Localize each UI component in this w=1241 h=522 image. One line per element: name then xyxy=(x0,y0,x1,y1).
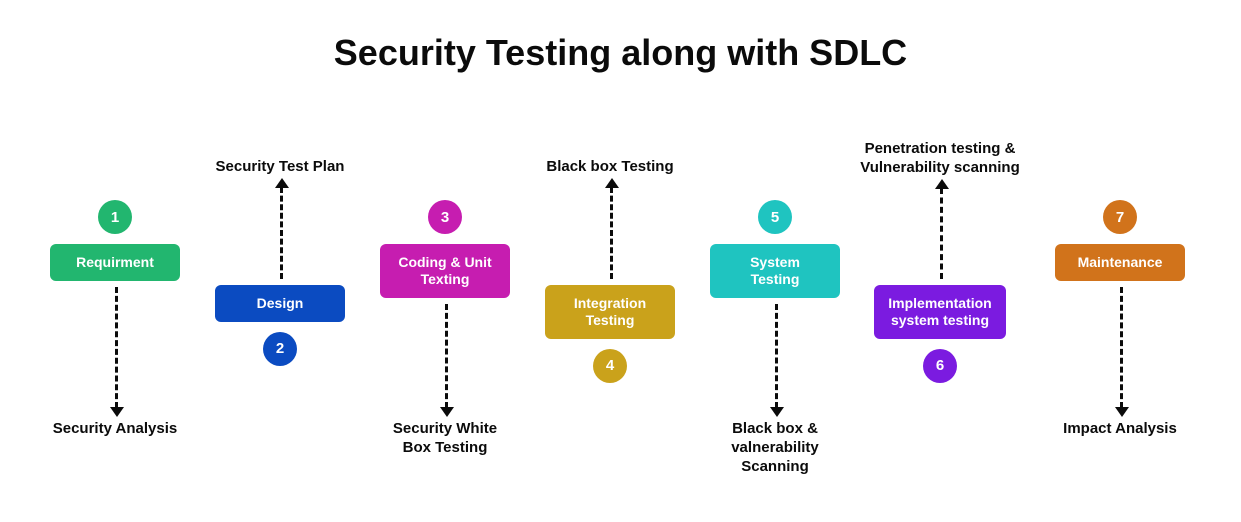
stage-box: Maintenance xyxy=(1055,244,1185,281)
stage-number: 3 xyxy=(441,209,449,226)
stage-label: System Testing xyxy=(750,254,800,288)
stage-1: 1 Requirment xyxy=(35,200,195,281)
stage-number-badge: 1 xyxy=(98,200,132,234)
stage-label: Maintenance xyxy=(1078,254,1163,271)
stage-number: 5 xyxy=(771,209,779,226)
stage-number-badge: 3 xyxy=(428,200,462,234)
stage-caption: Penetration testing & Vulnerability scan… xyxy=(840,140,1040,178)
stage-caption: Black box Testing xyxy=(510,158,710,177)
stage-number: 6 xyxy=(936,357,944,374)
arrow xyxy=(940,188,943,280)
stage-6: Implementation system testing 6 xyxy=(860,285,1020,383)
arrow xyxy=(1120,287,1123,408)
stage-caption: Security Test Plan xyxy=(180,158,380,177)
arrow xyxy=(115,287,118,408)
stage-caption: Black box & valnerability Scanning xyxy=(675,420,875,476)
stage-3: 3 Coding & Unit Texting xyxy=(365,200,525,298)
stage-5: 5 System Testing xyxy=(695,200,855,298)
stage-box: Coding & Unit Texting xyxy=(380,244,510,298)
stage-box: Integration Testing xyxy=(545,285,675,339)
stage-2: Design 2 xyxy=(200,285,360,366)
stage-label: Design xyxy=(257,295,304,312)
stage-number-badge: 6 xyxy=(923,349,957,383)
stage-label: Implementation system testing xyxy=(888,295,991,329)
stage-number: 4 xyxy=(606,357,614,374)
stage-caption: Security Analysis xyxy=(15,420,215,439)
stage-box: Requirment xyxy=(50,244,180,281)
caption-text: Security Test Plan xyxy=(216,158,345,175)
stage-4: Integration Testing 4 xyxy=(530,285,690,383)
caption-text: Security White Box Testing xyxy=(393,420,497,456)
caption-text: Black box & valnerability Scanning xyxy=(731,420,819,475)
stage-number-badge: 5 xyxy=(758,200,792,234)
stage-box: System Testing xyxy=(710,244,840,298)
stage-label: Requirment xyxy=(76,254,154,271)
arrow xyxy=(280,187,283,279)
stage-box: Design xyxy=(215,285,345,322)
arrow xyxy=(775,304,778,408)
stage-number-badge: 2 xyxy=(263,332,297,366)
arrow xyxy=(610,187,613,279)
caption-text: Impact Analysis xyxy=(1063,420,1177,437)
stage-box: Implementation system testing xyxy=(874,285,1005,339)
stage-7: 7 Maintenance xyxy=(1040,200,1200,281)
stage-caption: Impact Analysis xyxy=(1020,420,1220,439)
caption-text: Penetration testing & Vulnerability scan… xyxy=(860,140,1019,176)
stage-label: Coding & Unit Texting xyxy=(398,254,491,288)
stage-number: 1 xyxy=(111,209,119,226)
stage-caption: Security White Box Testing xyxy=(345,420,545,458)
stage-number-badge: 4 xyxy=(593,349,627,383)
caption-text: Black box Testing xyxy=(546,158,673,175)
page-title: Security Testing along with SDLC xyxy=(0,32,1241,74)
caption-text: Security Analysis xyxy=(53,420,178,437)
stage-label: Integration Testing xyxy=(574,295,646,329)
stage-number: 7 xyxy=(1116,209,1124,226)
arrow xyxy=(445,304,448,408)
stage-number: 2 xyxy=(276,340,284,357)
stage-number-badge: 7 xyxy=(1103,200,1137,234)
